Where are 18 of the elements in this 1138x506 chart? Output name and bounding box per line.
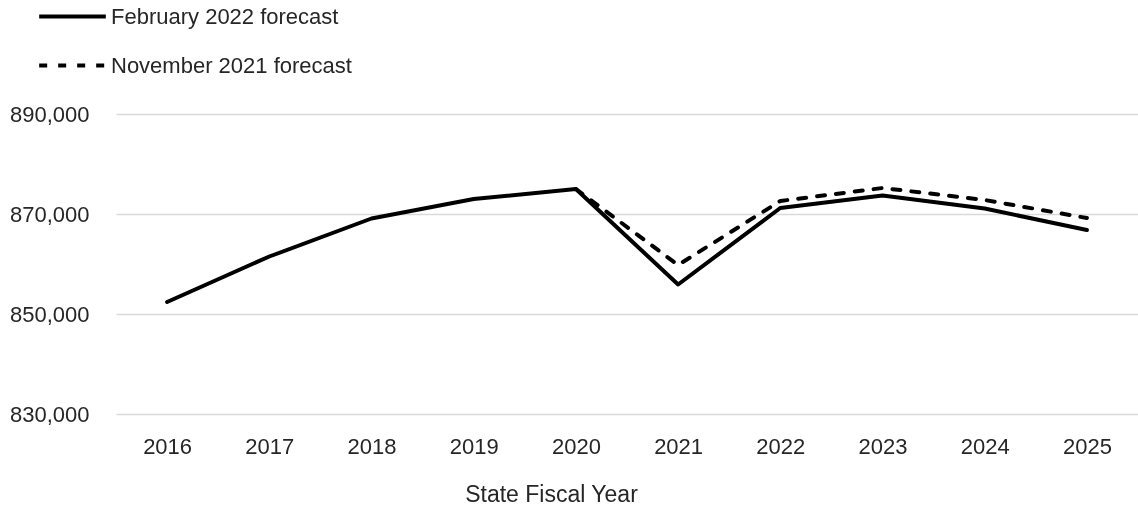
legend-label: November 2021 forecast — [111, 52, 352, 78]
x-axis-title: State Fiscal Year — [465, 480, 639, 506]
x-tick-label: 2022 — [756, 433, 806, 459]
x-tick-label: 2025 — [1062, 433, 1112, 459]
x-tick-label: 2016 — [143, 433, 193, 459]
x-tick-label: 2023 — [858, 433, 908, 459]
x-tick-label: 2020 — [551, 433, 601, 459]
x-tick-label: 2017 — [245, 433, 295, 459]
y-tick-label: 890,000 — [9, 101, 90, 127]
legend-label: February 2022 forecast — [111, 3, 339, 29]
x-tick-label: 2024 — [960, 433, 1010, 459]
y-tick-label: 830,000 — [9, 401, 90, 427]
x-tick-label: 2019 — [449, 433, 499, 459]
line-series — [165, 187, 1089, 304]
y-tick-label: 850,000 — [9, 301, 90, 327]
x-tick-label: 2018 — [347, 433, 397, 459]
x-tick-label: 2021 — [654, 433, 704, 459]
y-tick-label: 870,000 — [9, 201, 90, 227]
